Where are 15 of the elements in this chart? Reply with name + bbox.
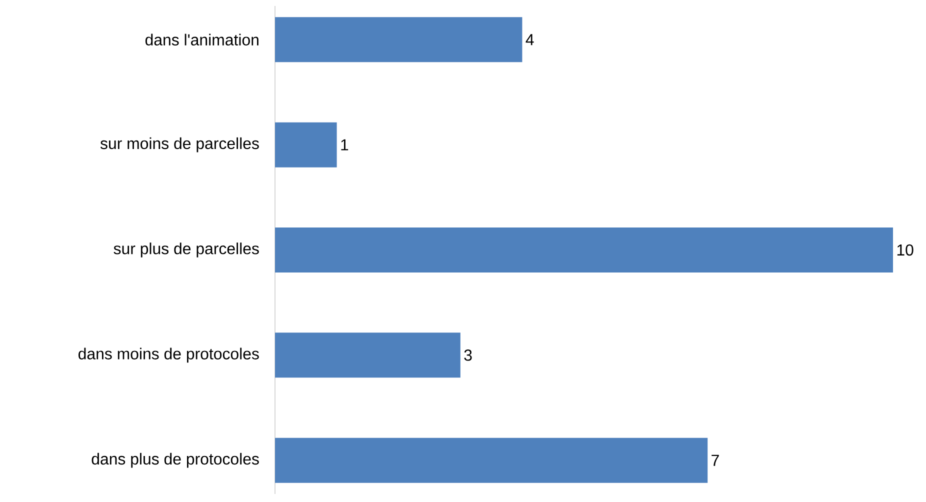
data-label: 3: [464, 350, 472, 361]
y-tick-label: dans plus de protocoles: [92, 452, 259, 468]
bar: [275, 122, 337, 168]
data-label: 1: [341, 139, 348, 150]
data-label: 7: [712, 454, 719, 466]
y-tick-label: dans l'animation: [145, 34, 258, 46]
bar: [275, 227, 894, 272]
data-label: 4: [526, 34, 534, 46]
bar: [275, 332, 460, 378]
y-tick-label: sur plus de parcelles: [114, 242, 259, 258]
bar: [275, 438, 708, 483]
data-label: 10: [897, 244, 914, 256]
y-tick-label: sur moins de parcelles: [100, 137, 259, 152]
y-tick-label: dans moins de protocoles: [78, 348, 259, 363]
bar: [275, 17, 522, 62]
